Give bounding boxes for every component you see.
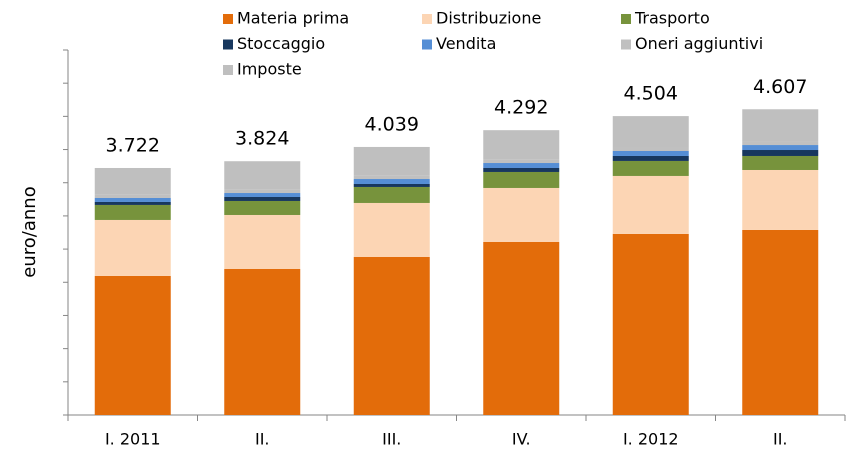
bar-segment (742, 229, 819, 415)
bar-segment (483, 163, 560, 168)
bar-segment (483, 130, 560, 160)
legend-swatch (422, 14, 432, 24)
legend-label: Imposte (237, 60, 302, 79)
bar-segment (742, 109, 819, 142)
bar-segment (94, 219, 171, 276)
bar-segment (612, 175, 689, 234)
bar-segment (224, 196, 301, 201)
bar-segment (353, 186, 430, 203)
bar-segment (353, 146, 430, 176)
x-tick-label: I. 2011 (105, 430, 161, 449)
legend-label: Distribuzione (436, 9, 541, 28)
bar-segment (353, 183, 430, 187)
legend-label: Vendita (436, 34, 496, 53)
x-tick-label: IV. (512, 430, 531, 449)
bar-segment (224, 214, 301, 269)
total-label: 4.039 (365, 113, 419, 135)
x-tick-label: II. (773, 430, 788, 449)
y-axis-label: euro/anno (19, 186, 40, 277)
bar-segment (483, 187, 560, 242)
bar-segment (483, 241, 560, 415)
bar-segment (742, 155, 819, 170)
bar-segment (612, 147, 689, 152)
bar-segment (742, 141, 819, 146)
legend-swatch (223, 65, 233, 75)
bar-segment (353, 179, 430, 184)
legend-label: Trasporto (634, 9, 710, 28)
x-tick-label: II. (255, 430, 270, 449)
bar-segment (224, 161, 301, 190)
bar-segment (612, 233, 689, 415)
bar-segment (612, 155, 689, 161)
bar-segment (612, 160, 689, 176)
bar-segment (353, 175, 430, 180)
total-label: 4.607 (753, 76, 807, 98)
total-label: 4.292 (494, 97, 548, 119)
total-label: 4.504 (624, 83, 678, 105)
total-label: 3.722 (106, 134, 160, 156)
bar-segment (94, 194, 171, 198)
bar-segment (483, 171, 560, 188)
bar-segment (94, 197, 171, 202)
legend-label: Stoccaggio (237, 34, 325, 53)
bar-segment (612, 116, 689, 148)
bar-segment (742, 169, 819, 230)
bar-segment (94, 167, 171, 195)
bar-segment (483, 159, 560, 164)
bar-segment (94, 201, 171, 205)
legend-swatch (223, 39, 233, 50)
legend-label: Oneri aggiuntivi (635, 34, 763, 53)
bar-segment (612, 151, 689, 156)
bar-segment (353, 202, 430, 257)
bar-segment (224, 200, 301, 215)
bar-segment (483, 167, 560, 172)
legend-swatch (422, 39, 432, 50)
bar-segment (224, 189, 301, 194)
total-label: 3.824 (235, 128, 289, 150)
legend-swatch (621, 39, 631, 50)
legend-label: Materia prima (237, 9, 349, 28)
legend-swatch (621, 14, 631, 24)
bar-segment (94, 275, 171, 415)
x-tick-label: I. 2012 (623, 430, 679, 449)
legend-swatch (223, 14, 233, 24)
bar-segment (353, 256, 430, 415)
bar-segment (224, 269, 301, 415)
bar-segment (742, 150, 819, 156)
x-tick-label: III. (382, 430, 401, 449)
bar-segment (742, 145, 819, 151)
bar-segment (224, 193, 301, 197)
bar-segment (94, 204, 171, 220)
